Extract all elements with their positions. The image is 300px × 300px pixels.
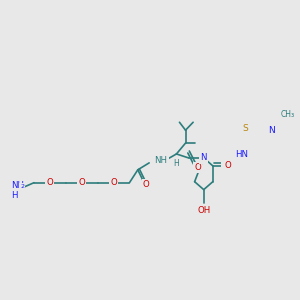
Text: H: H [11,191,18,200]
Text: HN: HN [236,151,248,160]
Text: N: N [268,126,275,135]
Text: NH: NH [11,181,24,190]
Text: O: O [143,180,149,189]
Text: 2: 2 [20,184,24,189]
Text: O: O [194,163,201,172]
Text: NH: NH [154,156,167,165]
Text: CH₃: CH₃ [281,110,295,119]
Text: O: O [225,161,231,170]
Text: O: O [46,178,53,187]
Text: O: O [78,178,85,187]
Text: N: N [200,153,207,162]
Text: OH: OH [197,206,210,215]
Text: S: S [242,124,248,133]
Text: H: H [174,159,179,168]
Text: O: O [110,178,117,187]
